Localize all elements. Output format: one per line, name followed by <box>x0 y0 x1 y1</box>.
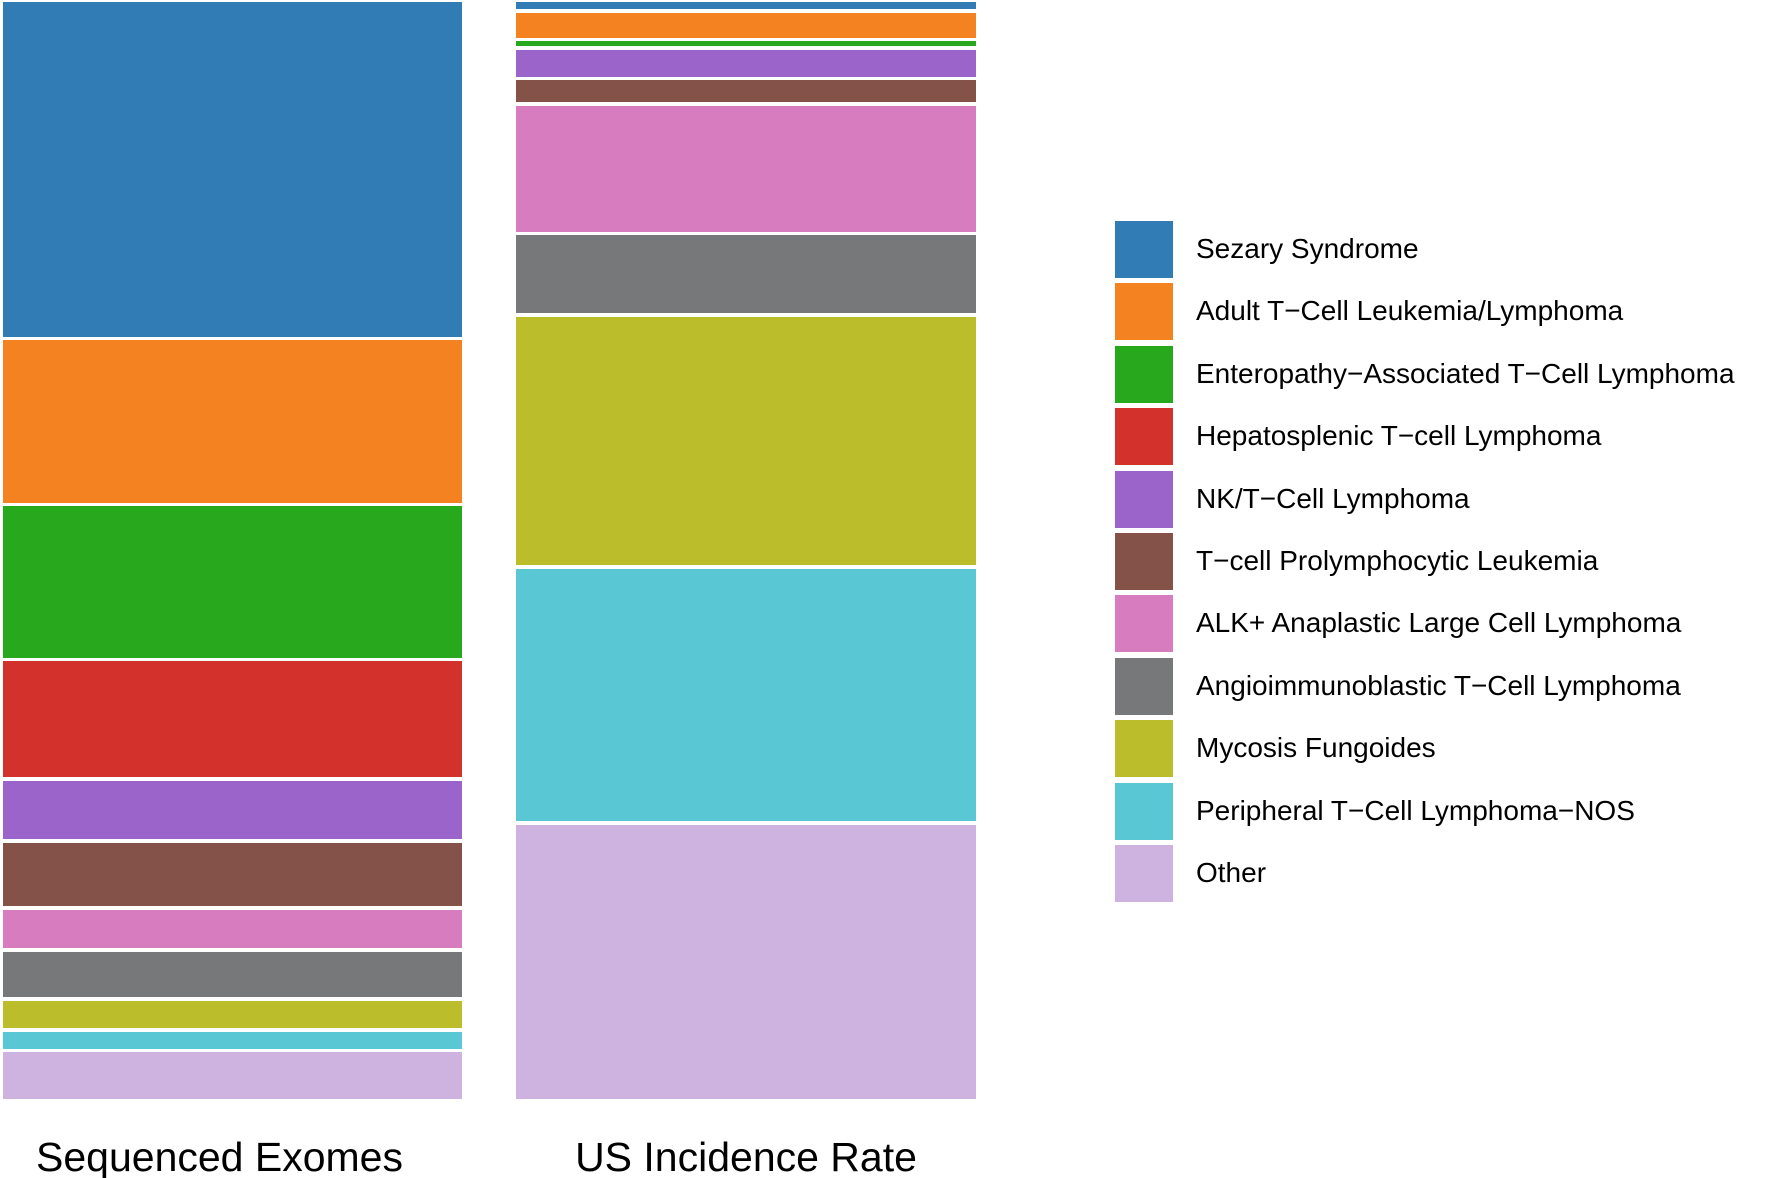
legend-label-other: Other <box>1196 857 1267 888</box>
legend-label-angioimmunoblastic-t-cell-lymphoma: Angioimmunoblastic T−Cell Lymphoma <box>1196 669 1681 701</box>
legend-label-peripheral-t-cell-lymphoma-nos: Peripheral T−Cell Lymphoma−NOS <box>1196 794 1635 826</box>
legend-swatch-t-cell-prolymphocytic-leukemia <box>1115 532 1173 590</box>
segment-sezary-syndrome <box>516 2 976 10</box>
legend-item-mycosis-fungoides: Mycosis Fungoides <box>1115 720 1735 778</box>
legend-label-enteropathy-associated-t-cell-lymphoma: Enteropathy−Associated T−Cell Lymphoma <box>1196 357 1735 389</box>
legend-item-angioimmunoblastic-t-cell-lymphoma: Angioimmunoblastic T−Cell Lymphoma <box>1115 657 1735 715</box>
segment-t-cell-prolymphocytic-leukemia <box>516 80 976 103</box>
legend-label-adult-t-cell-leukemia-lymphoma: Adult T−Cell Leukemia/Lymphoma <box>1196 295 1624 327</box>
segment-peripheral-t-cell-lymphoma-nos <box>3 1031 462 1049</box>
segment-hepatosplenic-t-cell-lymphoma <box>3 661 462 778</box>
legend-label-t-cell-prolymphocytic-leukemia: T−cell Prolymphocytic Leukemia <box>1196 545 1599 577</box>
legend-swatch-sezary-syndrome <box>1115 221 1173 278</box>
legend-item-nk-t-cell-lymphoma: NK/T−Cell Lymphoma <box>1115 470 1735 528</box>
segment-enteropathy-associated-t-cell-lymphoma <box>516 41 976 47</box>
segment-peripheral-t-cell-lymphoma-nos <box>516 568 976 822</box>
segment-alk-anaplastic-large-cell-lymphoma <box>3 909 462 948</box>
segment-angioimmunoblastic-t-cell-lymphoma <box>3 951 462 998</box>
legend-label-mycosis-fungoides: Mycosis Fungoides <box>1196 732 1436 764</box>
legend-item-peripheral-t-cell-lymphoma-nos: Peripheral T−Cell Lymphoma−NOS <box>1115 782 1735 840</box>
legend-item-t-cell-prolymphocytic-leukemia: T−cell Prolymphocytic Leukemia <box>1115 532 1735 590</box>
segment-other <box>516 824 976 1100</box>
segment-alk-anaplastic-large-cell-lymphoma <box>516 105 976 232</box>
legend-item-other: Other <box>1115 844 1735 902</box>
legend-swatch-adult-t-cell-leukemia-lymphoma <box>1115 283 1173 341</box>
segment-t-cell-prolymphocytic-leukemia <box>3 842 462 907</box>
legend-swatch-nk-t-cell-lymphoma <box>1115 470 1173 528</box>
legend-item-adult-t-cell-leukemia-lymphoma: Adult T−Cell Leukemia/Lymphoma <box>1115 283 1735 341</box>
legend-swatch-enteropathy-associated-t-cell-lymphoma <box>1115 345 1173 403</box>
column-label-us-incidence-rate: US Incidence Rate <box>575 1134 917 1178</box>
legend-swatch-hepatosplenic-t-cell-lymphoma <box>1115 408 1173 466</box>
legend-swatch-peripheral-t-cell-lymphoma-nos <box>1115 782 1173 840</box>
legend-swatch-other <box>1115 844 1173 902</box>
segment-adult-t-cell-leukemia-lymphoma <box>3 340 462 503</box>
legend-item-alk-anaplastic-large-cell-lymphoma: ALK+ Anaplastic Large Cell Lymphoma <box>1115 595 1735 653</box>
legend-label-sezary-syndrome: Sezary Syndrome <box>1196 233 1419 265</box>
bar-sequenced-exomes <box>3 2 462 1099</box>
segment-enteropathy-associated-t-cell-lymphoma <box>3 506 462 658</box>
segment-sezary-syndrome <box>3 2 462 337</box>
legend-label-alk-anaplastic-large-cell-lymphoma: ALK+ Anaplastic Large Cell Lymphoma <box>1196 607 1682 639</box>
segment-angioimmunoblastic-t-cell-lymphoma <box>516 235 976 314</box>
segment-mycosis-fungoides <box>516 316 976 566</box>
bar-us-incidence-rate <box>516 2 976 1100</box>
legend-swatch-alk-anaplastic-large-cell-lymphoma <box>1115 595 1173 653</box>
legend-item-sezary-syndrome: Sezary Syndrome <box>1115 221 1735 278</box>
legend-label-nk-t-cell-lymphoma: NK/T−Cell Lymphoma <box>1196 482 1470 514</box>
segment-nk-t-cell-lymphoma <box>516 49 976 77</box>
segment-mycosis-fungoides <box>3 1000 462 1029</box>
column-label-sequenced-exomes: Sequenced Exomes <box>36 1134 403 1178</box>
legend-swatch-angioimmunoblastic-t-cell-lymphoma <box>1115 657 1173 715</box>
segment-nk-t-cell-lymphoma <box>3 780 462 840</box>
legend-item-hepatosplenic-t-cell-lymphoma: Hepatosplenic T−cell Lymphoma <box>1115 408 1735 466</box>
legend-swatch-mycosis-fungoides <box>1115 720 1173 778</box>
segment-adult-t-cell-leukemia-lymphoma <box>516 12 976 38</box>
segment-other <box>3 1052 462 1099</box>
legend-label-hepatosplenic-t-cell-lymphoma: Hepatosplenic T−cell Lymphoma <box>1196 420 1602 452</box>
legend-item-enteropathy-associated-t-cell-lymphoma: Enteropathy−Associated T−Cell Lymphoma <box>1115 345 1735 403</box>
legend: Sezary Syndrome Adult T−Cell Leukemia/Lym… <box>1115 221 1735 902</box>
